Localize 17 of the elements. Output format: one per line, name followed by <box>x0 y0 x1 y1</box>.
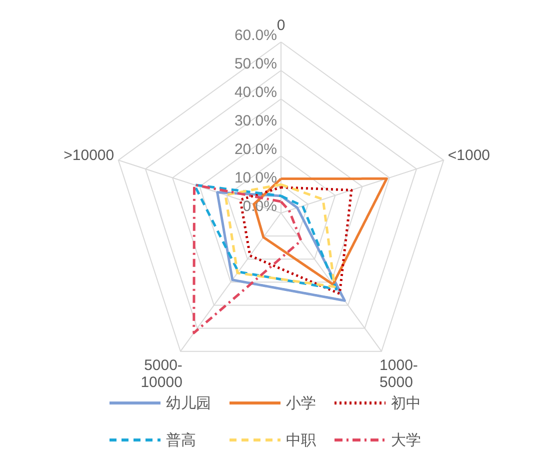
y-tick-label: 40.0% <box>234 84 277 101</box>
spoke-label: <1000 <box>448 146 490 164</box>
legend-label: 中职 <box>286 432 316 449</box>
legend-label: 幼儿园 <box>166 395 211 412</box>
legend-label: 普高 <box>166 432 196 449</box>
y-tick-label: 30.0% <box>234 112 277 130</box>
legend-label: 初中 <box>391 395 421 412</box>
y-tick-label: 50.0% <box>234 56 277 72</box>
legend-label: 大学 <box>391 432 421 449</box>
spoke-label: >10000 <box>64 146 114 164</box>
y-tick-label: 20.0% <box>234 141 277 158</box>
y-tick-label: 10.0% <box>234 170 277 186</box>
spoke-label: 5000-10000 <box>140 357 182 392</box>
y-tick-label: 60.0% <box>234 27 277 44</box>
legend-label: 小学 <box>286 395 316 412</box>
spoke-label: 1000-5000 <box>380 357 418 392</box>
spoke-label: 0 <box>276 16 286 34</box>
